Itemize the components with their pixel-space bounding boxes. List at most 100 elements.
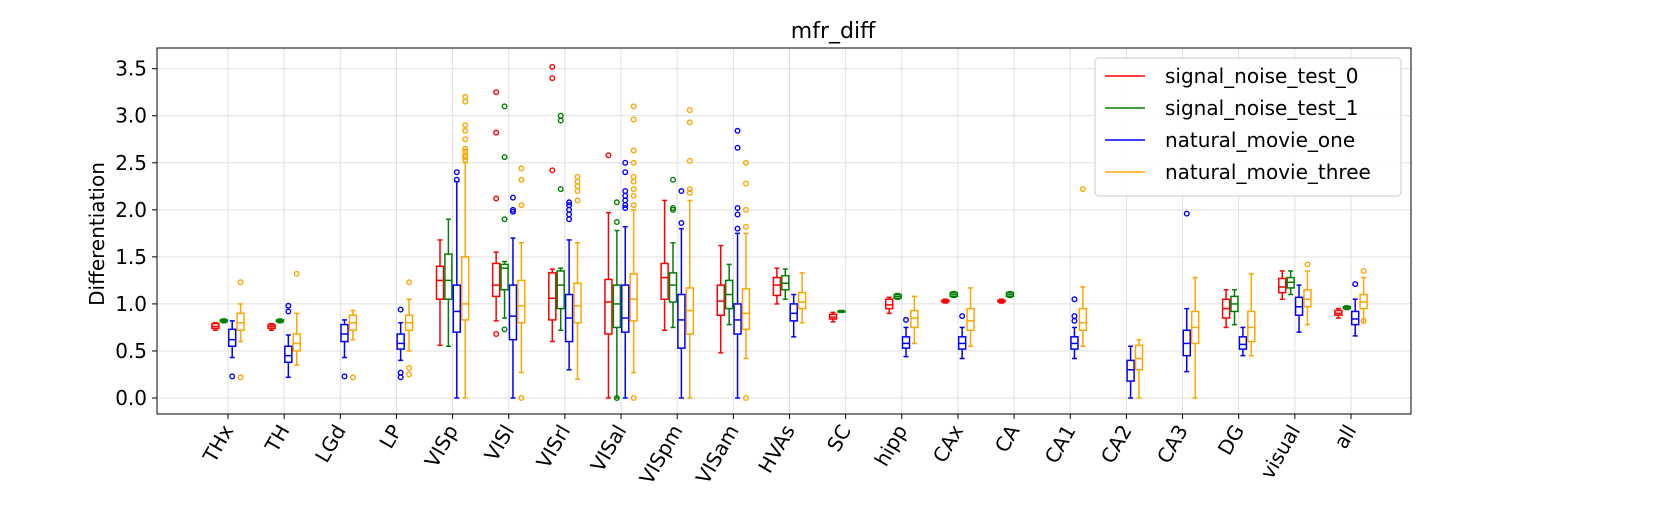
- outlier-point: [613, 395, 620, 402]
- box-natural_movie_one-LGd: [340, 319, 349, 380]
- outlier-point: [566, 199, 573, 206]
- outlier-point: [518, 395, 525, 402]
- box-iqr: [884, 298, 894, 310]
- legend-label: signal_noise_test_0: [1165, 64, 1359, 88]
- box-iqr: [1238, 336, 1248, 350]
- outlier-point: [670, 204, 677, 211]
- outlier-point: [678, 188, 685, 195]
- box-iqr: [621, 284, 630, 333]
- outlier-point: [462, 152, 469, 159]
- box-signal_noise_test_1-visual: [1286, 270, 1295, 296]
- outlier-point: [1360, 317, 1367, 324]
- box-iqr: [517, 279, 526, 324]
- box-natural_movie_one-CAx: [957, 313, 967, 360]
- outlier-point: [237, 279, 244, 286]
- outlier-point: [622, 159, 629, 166]
- box-natural_movie_three-CAx: [966, 287, 975, 348]
- outlier-point: [742, 395, 749, 402]
- box-natural_movie_three-DG: [1247, 273, 1256, 357]
- outlier-point: [518, 176, 525, 183]
- outlier-point: [686, 189, 693, 196]
- outlier-point: [959, 313, 966, 320]
- y-tick-label: 3.5: [115, 57, 147, 81]
- outlier-point: [549, 75, 556, 82]
- legend-label: natural_movie_three: [1165, 160, 1371, 184]
- outlier-point: [397, 306, 404, 313]
- box-signal_noise_test_0-TH: [267, 322, 276, 332]
- box-iqr: [668, 272, 678, 303]
- box-signal_noise_test_1-VISrl: [556, 112, 565, 332]
- box-signal_noise_test_0-SC: [828, 311, 838, 323]
- outlier-point: [406, 279, 413, 286]
- box-natural_movie_one-VISam: [733, 127, 742, 399]
- outlier-point: [630, 395, 637, 402]
- box-natural_movie_three-VISl: [517, 165, 526, 402]
- box-natural_movie_one-VISal: [621, 159, 630, 399]
- box-iqr: [460, 256, 470, 321]
- outlier-point: [630, 159, 637, 166]
- box-iqr: [789, 303, 798, 322]
- box-signal_noise_test_0-THx: [211, 321, 220, 332]
- box-signal_noise_test_1-VISam: [724, 263, 734, 326]
- box-iqr: [556, 270, 565, 310]
- box-iqr: [797, 291, 807, 310]
- box-natural_movie_one-DG: [1238, 326, 1248, 357]
- outlier-point: [509, 206, 516, 213]
- box-iqr: [500, 263, 509, 291]
- series-signal_noise_test_0: [211, 63, 1343, 399]
- box-iqr: [1078, 307, 1088, 332]
- series-natural_movie_three: [236, 93, 1368, 402]
- outlier-point: [557, 186, 564, 193]
- box-natural_movie_three-LGd: [348, 309, 358, 381]
- box-iqr: [340, 323, 349, 343]
- outlier-point: [678, 220, 685, 227]
- grid-lines: [157, 48, 1411, 414]
- box-signal_noise_test_1-VISal: [612, 199, 622, 402]
- outlier-point: [630, 116, 637, 123]
- outlier-point: [734, 204, 741, 211]
- box-natural_movie_three-LP: [404, 279, 414, 378]
- outlier-point: [549, 63, 556, 70]
- outlier-point: [613, 199, 620, 206]
- box-signal_noise_test_0-VISpm: [660, 199, 669, 332]
- outlier-point: [605, 152, 612, 159]
- box-iqr: [227, 328, 237, 348]
- outlier-point: [613, 219, 620, 226]
- outlier-point: [622, 169, 629, 176]
- outlier-point: [462, 122, 469, 129]
- outlier-point: [493, 331, 500, 338]
- box-natural_movie_one-VISl: [508, 194, 518, 399]
- box-signal_noise_test_1-TH: [275, 318, 285, 324]
- series-natural_movie_one: [227, 127, 1360, 399]
- box-series-layer: [211, 63, 1368, 402]
- box-iqr: [1126, 359, 1135, 382]
- outlier-point: [1079, 186, 1086, 193]
- outlier-point: [1360, 267, 1367, 274]
- box-iqr: [491, 262, 501, 298]
- box-natural_movie_three-VISal: [629, 103, 638, 402]
- box-iqr: [612, 284, 622, 329]
- box-iqr: [772, 276, 782, 297]
- outlier-point: [237, 374, 244, 381]
- outlier-point: [493, 89, 500, 96]
- box-natural_movie_one-hipp: [901, 316, 911, 358]
- box-iqr: [733, 303, 742, 335]
- box-signal_noise_test_1-hipp: [893, 292, 902, 300]
- outlier-point: [453, 169, 460, 176]
- legend-label: natural_movie_one: [1165, 128, 1355, 152]
- box-iqr: [435, 265, 445, 300]
- box-natural_movie_three-CA3: [1190, 276, 1200, 399]
- box-iqr: [548, 272, 557, 321]
- outlier-point: [734, 144, 741, 151]
- box-signal_noise_test_0-VISl: [491, 89, 501, 338]
- outlier-point: [493, 195, 500, 202]
- box-signal_noise_test_1-all: [1342, 305, 1352, 311]
- outlier-point: [742, 159, 749, 166]
- box-natural_movie_one-CA1: [1070, 296, 1079, 360]
- box-iqr: [1278, 277, 1287, 294]
- box-iqr: [966, 307, 975, 332]
- box-iqr: [284, 345, 293, 364]
- box-iqr: [660, 262, 669, 300]
- y-axis-label: Differentiation: [85, 162, 109, 306]
